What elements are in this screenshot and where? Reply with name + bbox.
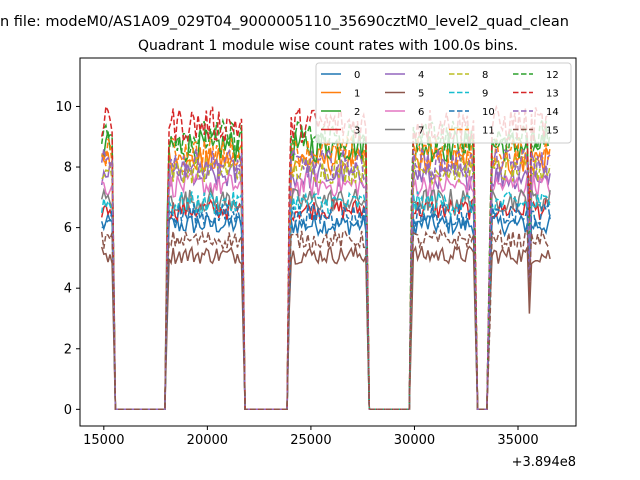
series-line-9 [100, 189, 551, 411]
legend-label: 5 [418, 89, 424, 100]
legend-label: 3 [354, 126, 360, 137]
series-line-10 [101, 201, 551, 411]
series-lines [100, 104, 551, 411]
figure-suptitle: n file: modeM0/AS1A09_029T04_9000005110_… [0, 14, 569, 30]
x-axis-ticks: 15000 20000 25000 30000 35000 [83, 426, 539, 448]
x-tick-label: 30000 [394, 433, 435, 448]
x-tick-label: 15000 [83, 433, 124, 448]
x-tick-label: 35000 [497, 433, 538, 448]
legend-label: 8 [482, 70, 488, 81]
y-tick-label: 0 [64, 403, 72, 418]
legend-label: 9 [482, 89, 488, 100]
legend-label: 2 [354, 107, 360, 118]
legend-label: 13 [546, 89, 559, 100]
legend-label: 0 [354, 70, 360, 81]
legend-label: 6 [418, 107, 424, 118]
y-tick-label: 2 [64, 342, 72, 357]
legend-label: 15 [546, 126, 559, 137]
y-tick-label: 4 [64, 282, 72, 297]
series-line-15 [100, 228, 551, 411]
chart-title: Quadrant 1 module wise count rates with … [138, 38, 518, 54]
legend-label: 7 [418, 126, 424, 137]
series-line-14 [100, 146, 551, 411]
legend-label: 12 [546, 70, 559, 81]
legend-label: 1 [354, 89, 360, 100]
series-line-0 [100, 211, 551, 411]
y-tick-label: 6 [64, 221, 72, 236]
legend-label: 14 [546, 107, 559, 118]
series-line-8 [101, 154, 551, 411]
legend-label: 10 [482, 107, 495, 118]
series-line-5 [100, 245, 551, 411]
x-offset-label: +3.894e8 [512, 455, 576, 470]
series-line-11 [101, 134, 551, 411]
plot-frame [79, 57, 577, 427]
legend-box [315, 62, 572, 144]
y-tick-label: 8 [64, 161, 72, 176]
x-tick-label: 20000 [187, 433, 228, 448]
series-line-2 [101, 127, 551, 411]
y-axis-ticks: 0 2 4 6 8 10 [55, 100, 80, 418]
legend-label: 4 [418, 70, 424, 81]
y-tick-label: 10 [55, 100, 72, 115]
legend-label: 11 [482, 126, 495, 137]
x-tick-label: 25000 [290, 433, 331, 448]
